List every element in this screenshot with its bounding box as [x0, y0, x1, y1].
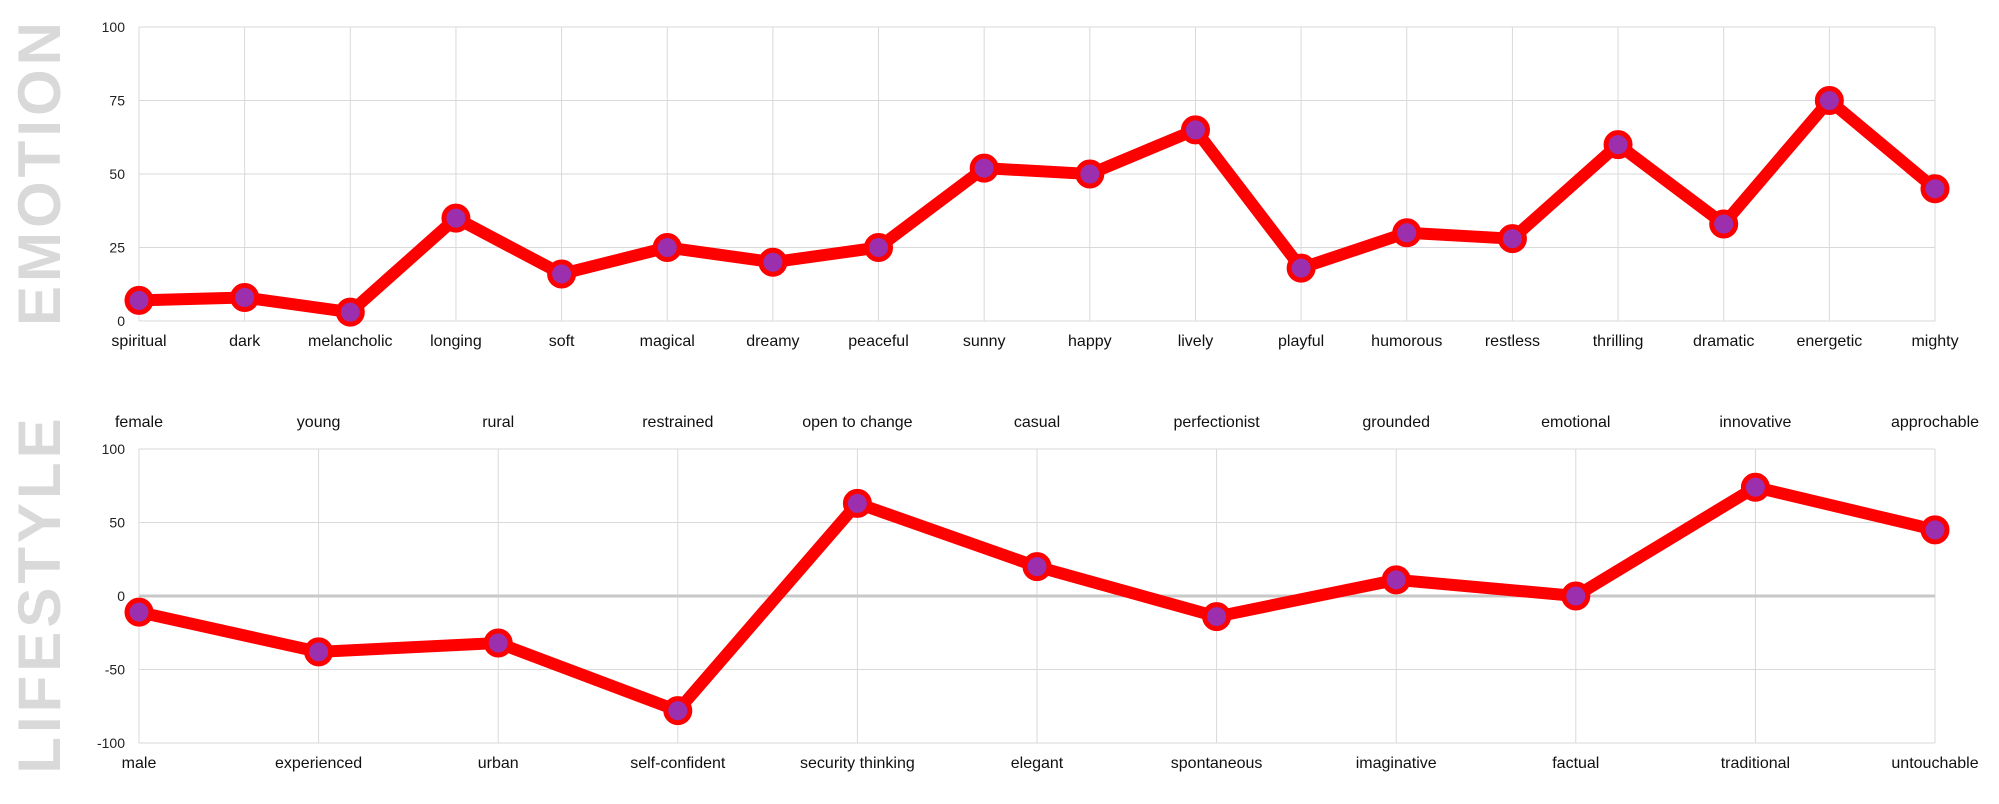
x-category-label: elegant — [1011, 755, 1064, 772]
data-point — [842, 488, 872, 518]
x-category-label: sunny — [963, 333, 1006, 350]
x-top-label: young — [297, 414, 341, 431]
x-category-label: dramatic — [1693, 333, 1754, 350]
data-point — [1381, 565, 1411, 595]
x-top-label: casual — [1014, 414, 1060, 431]
data-point — [1561, 581, 1591, 611]
x-top-label: grounded — [1362, 414, 1430, 431]
emotion-side-label: EMOTION — [6, 18, 73, 326]
y-tick-label: 50 — [109, 166, 125, 182]
y-tick-label: 100 — [102, 19, 126, 35]
x-category-label: dreamy — [746, 333, 799, 350]
data-point — [304, 637, 334, 667]
x-category-label: soft — [549, 333, 575, 350]
x-category-label: melancholic — [308, 333, 392, 350]
data-point — [663, 696, 693, 726]
x-top-label: emotional — [1541, 414, 1610, 431]
x-category-label: peaceful — [848, 333, 909, 350]
data-point — [441, 203, 471, 233]
emotion-chart: 0 25 50 75 100 spiritual dark melancholic longin… — [102, 19, 1959, 350]
x-category-label: happy — [1068, 333, 1112, 350]
x-category-label: factual — [1552, 755, 1599, 772]
y-tick-label: -50 — [105, 662, 125, 678]
x-category-label: male — [122, 755, 157, 772]
y-tick-label: 0 — [117, 588, 125, 604]
x-category-label: mighty — [1911, 333, 1958, 350]
y-tick-label: 100 — [102, 441, 126, 457]
x-category-label: urban — [478, 755, 519, 772]
lifestyle-chart: -100 -50 0 50 100 male experienced urban self-co… — [97, 414, 1979, 772]
x-top-label: female — [115, 414, 163, 431]
x-category-label: longing — [430, 333, 482, 350]
data-point — [652, 233, 682, 262]
x-category-label: humorous — [1371, 333, 1442, 350]
y-tick-label: 75 — [109, 93, 125, 109]
x-top-label: rural — [482, 414, 514, 431]
y-tick-label: 25 — [109, 240, 125, 256]
x-category-label: energetic — [1796, 333, 1862, 350]
data-point — [124, 285, 154, 315]
x-category-label: self-confident — [630, 755, 726, 772]
y-tick-label: 0 — [117, 313, 125, 329]
data-point — [758, 247, 788, 277]
data-point — [1286, 253, 1316, 283]
data-point — [1814, 86, 1844, 115]
data-point — [1202, 602, 1232, 632]
y-tick-label: -100 — [97, 735, 125, 751]
data-point — [969, 153, 999, 183]
x-category-label: traditional — [1721, 755, 1790, 772]
data-point — [547, 259, 577, 289]
data-point — [124, 597, 154, 627]
data-point — [1180, 115, 1210, 145]
x-top-label: innovative — [1719, 414, 1791, 431]
x-category-label: experienced — [275, 755, 362, 772]
x-category-label: imaginative — [1356, 755, 1437, 772]
data-point — [1075, 159, 1105, 189]
lifestyle-side-label: LIFESTYLE — [6, 414, 73, 773]
data-point — [230, 282, 260, 312]
x-category-label: lively — [1178, 333, 1214, 350]
x-category-label: thrilling — [1593, 333, 1644, 350]
x-top-label: perfectionist — [1173, 414, 1260, 431]
data-point — [1603, 130, 1633, 160]
data-point — [1920, 174, 1950, 204]
x-category-label: security thinking — [800, 755, 915, 772]
series-line — [133, 94, 1941, 319]
data-point — [483, 628, 513, 658]
data-point — [1022, 552, 1052, 582]
data-point — [1497, 224, 1527, 254]
x-category-label: spontaneous — [1171, 755, 1263, 772]
data-point — [1392, 218, 1422, 248]
x-category-label: spiritual — [111, 333, 166, 350]
x-top-label: approchable — [1891, 414, 1979, 431]
x-top-label: open to change — [802, 414, 912, 431]
y-tick-label: 50 — [109, 515, 125, 531]
x-category-label: dark — [229, 333, 261, 350]
x-category-label: untouchable — [1891, 755, 1978, 772]
data-point — [335, 297, 365, 327]
x-category-label: playful — [1278, 333, 1324, 350]
data-point — [864, 233, 894, 262]
x-top-label: restrained — [642, 414, 713, 431]
x-category-label: restless — [1485, 333, 1540, 350]
x-category-label: magical — [640, 333, 695, 350]
data-point — [1709, 209, 1739, 239]
data-point — [1740, 472, 1770, 502]
data-point — [1920, 515, 1950, 545]
